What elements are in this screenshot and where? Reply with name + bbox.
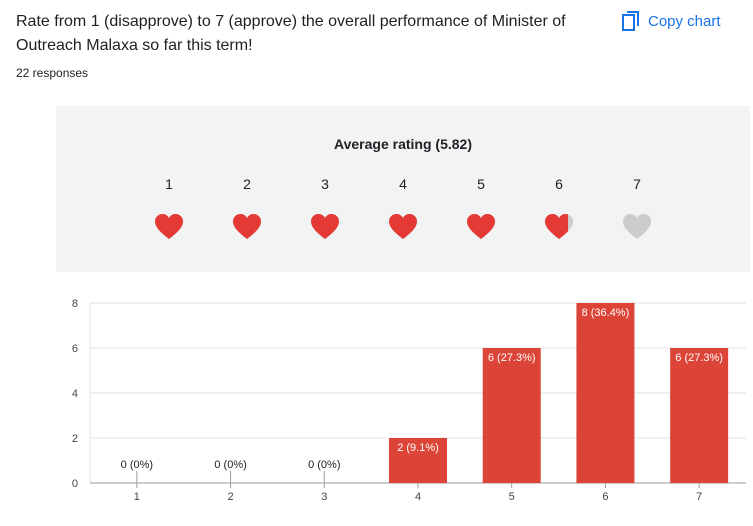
heart-icon	[623, 214, 651, 240]
heart-icon	[233, 214, 261, 240]
copy-icon	[622, 11, 640, 31]
data-label-2: 0 (0%)	[214, 459, 246, 471]
scale-number-3: 3	[321, 176, 329, 192]
y-tick-label: 6	[72, 343, 78, 355]
y-tick-label: 0	[72, 478, 78, 490]
x-tick-label-5: 5	[509, 491, 515, 503]
response-count: 22 responses	[16, 66, 89, 80]
x-tick-label-1: 1	[134, 491, 140, 503]
data-label-1: 0 (0%)	[121, 459, 153, 471]
scale-number-1: 1	[165, 176, 173, 192]
heart-icon	[311, 214, 339, 240]
rating-summary-panel: Average rating (5.82) 1 2 3 4 5 6 7	[56, 106, 750, 272]
scale-number-6: 6	[555, 176, 563, 192]
y-tick-label: 8	[72, 298, 78, 310]
x-tick-label-3: 3	[321, 491, 327, 503]
scale-number-7: 7	[633, 176, 641, 192]
bar-7	[670, 348, 729, 483]
y-tick-label: 2	[72, 433, 78, 445]
average-rating-title: Average rating (5.82)	[334, 136, 472, 152]
heart-icon	[389, 214, 417, 240]
question-title: Rate from 1 (disapprove) to 7 (approve) …	[16, 13, 566, 54]
scale-number-2: 2	[243, 176, 251, 192]
scale-number-5: 5	[477, 176, 485, 192]
x-tick-label-2: 2	[228, 491, 234, 503]
data-label-6: 8 (36.4%)	[582, 307, 630, 319]
copy-chart-button[interactable]: Copy chart	[622, 8, 721, 34]
data-label-7: 6 (27.3%)	[675, 352, 723, 364]
x-tick-label-4: 4	[415, 491, 421, 503]
bar-5	[482, 348, 541, 483]
heart-icon	[155, 214, 183, 240]
y-tick-label: 4	[72, 388, 78, 400]
heart-icon	[467, 214, 495, 240]
x-tick-label-7: 7	[696, 491, 702, 503]
heart-icon	[545, 214, 573, 240]
data-label-5: 6 (27.3%)	[488, 352, 536, 364]
data-label-3: 0 (0%)	[308, 459, 340, 471]
copy-chart-label: Copy chart	[648, 12, 721, 30]
x-tick-label-6: 6	[602, 491, 608, 503]
bar-6	[576, 303, 635, 483]
bar-4	[389, 438, 447, 483]
scale-number-4: 4	[399, 176, 407, 192]
data-label-4: 2 (9.1%)	[397, 442, 439, 454]
